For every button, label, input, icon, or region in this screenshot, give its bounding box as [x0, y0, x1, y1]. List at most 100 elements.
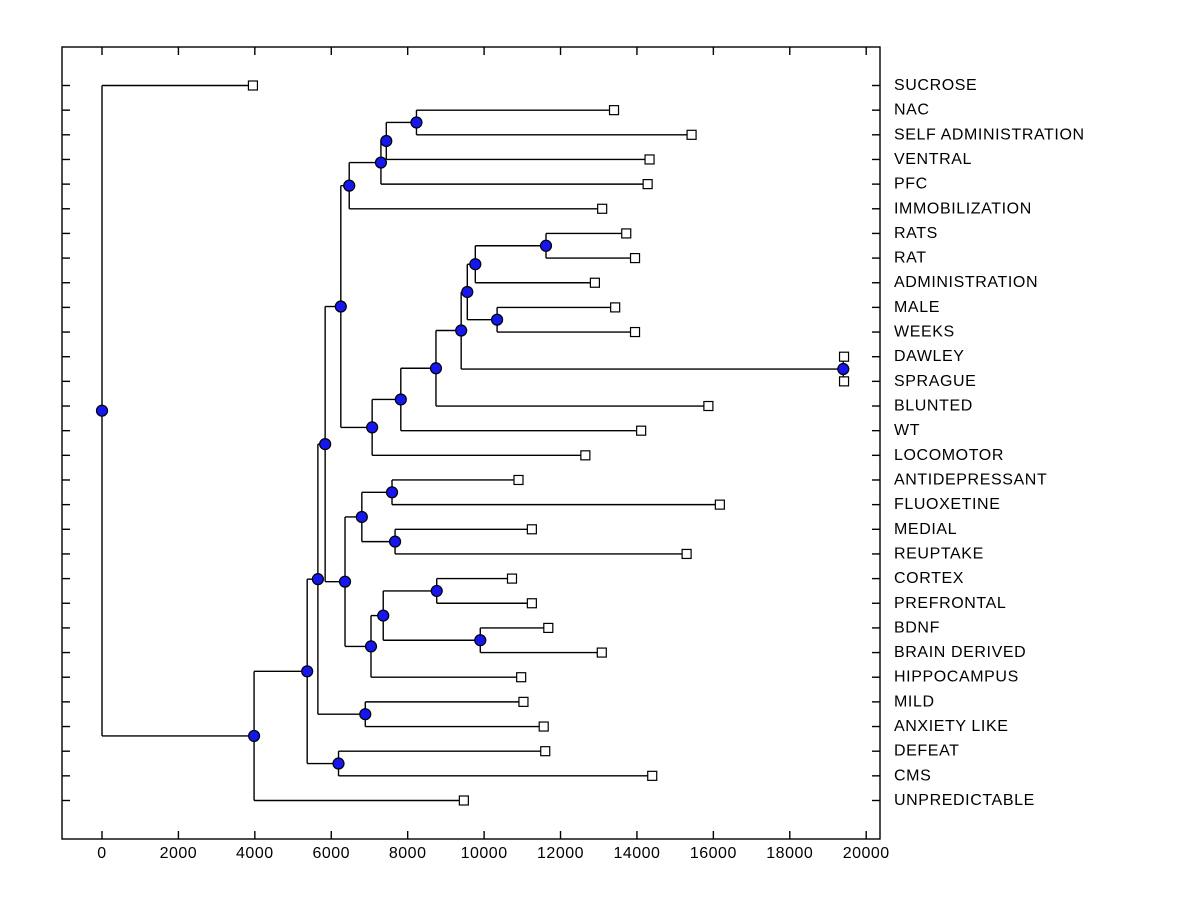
leaf-square-marker [589, 277, 601, 288]
leaf-square-marker [703, 400, 714, 412]
x-axis-tick-labels: 0 2000 4000 6000 8000 10000 12000 14000 16000 180… [97, 845, 889, 862]
internal-node-marker [410, 116, 423, 129]
internal-node-marker [394, 393, 407, 406]
leaf-markers [247, 80, 850, 806]
leaf-labels: SUCROSE NAC SELF ADMINISTRATION VENTRAL PFC I… [894, 77, 1084, 809]
leaf-square-marker [596, 647, 607, 658]
leaf-label: DAWLEY [894, 348, 965, 365]
internal-node-marker [364, 640, 378, 653]
leaf-label: BLUNTED [894, 398, 973, 415]
leaf-square-marker [513, 474, 524, 486]
axes-box [61, 46, 881, 840]
leaf-label: LOCOMOTOR [894, 447, 1004, 464]
leaf-square-marker [629, 326, 641, 338]
x-tick-label: 6000 [312, 845, 350, 862]
leaf-square-marker [686, 129, 697, 140]
internal-node-marker [837, 362, 850, 376]
leaf-square-marker [714, 499, 725, 510]
leaf-label: VENTRAL [894, 151, 972, 168]
leaf-square-marker [247, 80, 259, 91]
plot-border [61, 46, 881, 840]
leaf-square-marker [597, 203, 608, 214]
leaf-square-marker [642, 179, 653, 190]
leaf-label: CMS [894, 767, 931, 784]
leaf-label: RAT [894, 250, 927, 267]
tree-node-markers [95, 116, 850, 770]
internal-node-marker [430, 584, 443, 598]
x-tick-label: 0 [97, 845, 106, 862]
x-tick-label: 12000 [537, 845, 584, 862]
internal-node-marker [366, 421, 379, 434]
leaf-label: ANXIETY LIKE [894, 718, 1009, 735]
leaf-square-marker [647, 770, 658, 781]
x-tick-label: 16000 [690, 845, 737, 862]
internal-node-marker [455, 324, 468, 337]
leaf-label: BRAIN DERIVED [894, 644, 1026, 661]
leaf-square-marker [610, 302, 621, 313]
leaf-square-marker [681, 548, 692, 560]
leaf-square-marker [838, 376, 850, 387]
leaf-label: UNPREDICTABLE [894, 792, 1035, 809]
leaf-label: RATS [894, 225, 938, 242]
x-tick-label: 14000 [613, 845, 660, 862]
leaf-label: SPRAGUE [894, 373, 976, 390]
x-tick-label: 2000 [160, 845, 198, 862]
internal-node-marker [469, 258, 482, 271]
internal-node-marker [388, 535, 402, 548]
internal-node-marker [377, 609, 390, 622]
leaf-label: HIPPOCAMPUS [894, 669, 1019, 686]
leaf-square-marker [526, 598, 537, 609]
leaf-square-marker [644, 154, 655, 165]
leaf-label: MEDIAL [894, 521, 957, 538]
leaf-label: CORTEX [894, 570, 964, 587]
internal-node-marker [311, 573, 324, 586]
internal-node-marker [301, 665, 314, 678]
x-tick-label: 4000 [236, 845, 274, 862]
leaf-square-marker [621, 228, 632, 239]
leaf-square-marker [526, 524, 537, 535]
leaf-label: ADMINISTRATION [894, 274, 1038, 291]
internal-node-marker [385, 486, 399, 499]
leaf-label: WEEKS [894, 324, 955, 341]
internal-node-marker [380, 134, 393, 148]
leaf-label: PFC [894, 176, 928, 193]
leaf-square-marker [580, 450, 591, 461]
leaf-label: REUPTAKE [894, 545, 984, 562]
x-tick-label: 20000 [843, 845, 890, 862]
leaf-label: IMMOBILIZATION [894, 200, 1032, 217]
internal-node-marker [490, 313, 504, 326]
internal-node-marker [334, 300, 347, 313]
leaf-label: FLUOXETINE [894, 496, 1000, 513]
internal-node-marker [429, 362, 443, 375]
leaf-label: DEFEAT [894, 743, 960, 760]
leaf-square-marker [543, 622, 554, 634]
leaf-label: MALE [894, 299, 940, 316]
leaf-label: SUCROSE [894, 77, 977, 94]
x-tick-label: 18000 [766, 845, 813, 862]
internal-node-marker [319, 438, 332, 451]
leaf-square-marker [629, 252, 641, 264]
leaf-square-marker [540, 746, 551, 757]
internal-node-marker [461, 285, 474, 299]
leaf-label: PREFRONTAL [894, 595, 1006, 612]
internal-node-marker [374, 156, 388, 169]
internal-node-marker [474, 634, 487, 647]
tree-branches [101, 84, 845, 802]
leaf-label: ANTIDEPRESSANT [894, 471, 1047, 488]
leaf-label: BDNF [894, 619, 940, 636]
leaf-square-marker [838, 351, 850, 362]
leaf-square-marker [516, 672, 527, 683]
internal-node-marker [338, 575, 352, 588]
leaf-square-marker [506, 573, 518, 584]
axis-tick-marks [62, 47, 880, 839]
leaf-square-marker [636, 425, 647, 436]
internal-node-marker [332, 757, 345, 770]
leaf-square-marker [608, 105, 620, 116]
leaf-label: NAC [894, 102, 930, 119]
x-tick-label: 8000 [389, 845, 427, 862]
internal-node-marker [539, 239, 553, 252]
internal-node-marker [343, 179, 356, 192]
leaf-label: WT [894, 422, 920, 439]
